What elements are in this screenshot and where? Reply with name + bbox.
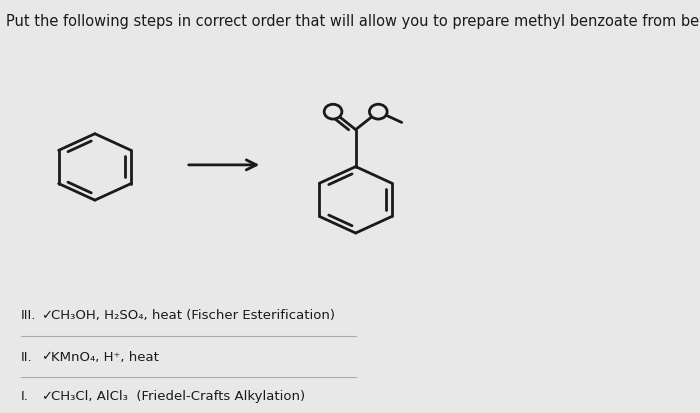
Text: CH₃Cl, AlCl₃  (Friedel-Crafts Alkylation): CH₃Cl, AlCl₃ (Friedel-Crafts Alkylation) — [50, 389, 304, 403]
Text: III.: III. — [21, 309, 36, 322]
Text: Put the following steps in correct order that will allow you to prepare methyl b: Put the following steps in correct order… — [6, 14, 700, 28]
Text: ✓: ✓ — [41, 309, 52, 322]
Text: KMnO₄, H⁺, heat: KMnO₄, H⁺, heat — [50, 350, 158, 363]
Text: II.: II. — [21, 350, 33, 363]
Text: ✓: ✓ — [41, 389, 52, 403]
Circle shape — [324, 105, 342, 120]
Text: CH₃OH, H₂SO₄, heat (Fischer Esterification): CH₃OH, H₂SO₄, heat (Fischer Esterificati… — [50, 309, 335, 322]
Circle shape — [370, 105, 387, 120]
Text: ✓: ✓ — [41, 350, 52, 363]
Text: I.: I. — [21, 389, 29, 403]
